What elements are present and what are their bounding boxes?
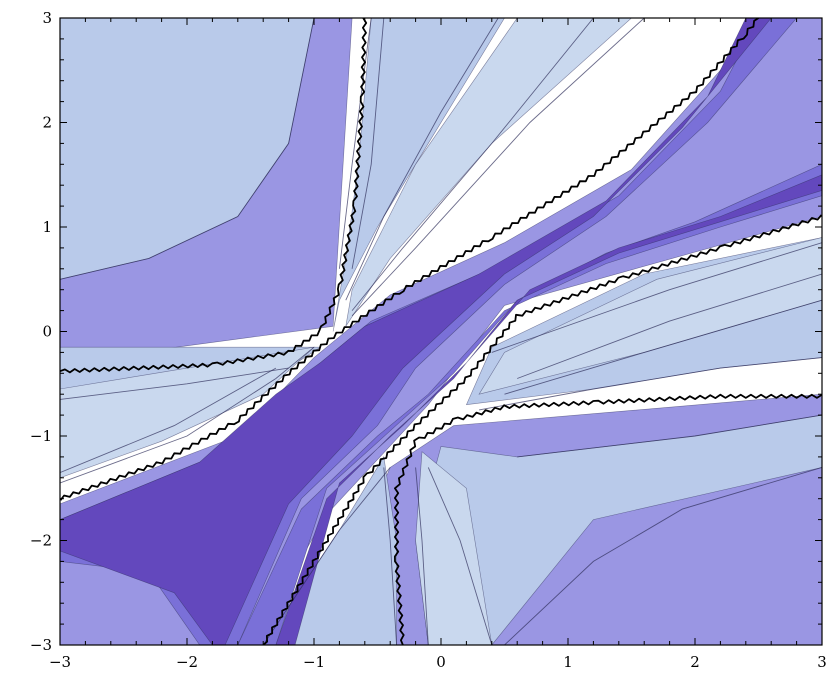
x-tick-label: 3 (817, 653, 827, 671)
contour-line-12 (517, 273, 822, 379)
y-tick-label: −3 (30, 636, 52, 654)
contour-line-8 (60, 346, 315, 484)
contour-line-16 (427, 467, 493, 645)
x-tick-label: 0 (436, 653, 446, 671)
contour-line-6 (351, 18, 594, 311)
contour-line-10 (479, 357, 822, 411)
contour-region-10 (415, 451, 493, 645)
zero-level-curve-2 (60, 18, 759, 501)
x-tick-label: 1 (563, 653, 573, 671)
contour-line-13 (491, 242, 822, 353)
zero-level-curve-1 (60, 18, 368, 374)
zero-level-curve-4 (393, 393, 822, 645)
x-tick-label: −2 (176, 653, 198, 671)
contour-region-5 (60, 346, 315, 479)
contour-line-4 (351, 18, 385, 269)
y-tick-label: −1 (30, 427, 52, 445)
contour-line-17 (415, 467, 429, 645)
contour-line-14 (504, 466, 822, 645)
y-tick-label: 0 (42, 323, 52, 341)
y-tick-label: 2 (42, 114, 52, 132)
x-tick-label: −3 (49, 653, 71, 671)
x-tick-label: −1 (303, 653, 325, 671)
contour-region-13 (60, 18, 772, 645)
contour-line-9 (60, 367, 277, 474)
contour-line-7 (351, 18, 645, 317)
y-tick-label: 1 (42, 218, 52, 236)
x-tick-label: 2 (690, 653, 700, 671)
y-tick-label: −2 (30, 532, 52, 550)
axes: −3 −2 −1 0 1 2 3 3 2 1 0 −1 −2 −3 (30, 9, 827, 671)
contour-line-11 (504, 299, 822, 395)
plot-area (60, 18, 822, 645)
zero-level-curve-3 (262, 214, 822, 645)
contour-line-1 (60, 18, 315, 280)
contour-line-3 (338, 18, 372, 269)
contour-line-18 (383, 467, 398, 645)
contour-line-15 (517, 414, 822, 458)
contour-line-5 (345, 18, 499, 301)
contour-line-19 (262, 467, 391, 645)
contour-line-2 (60, 367, 289, 400)
contour-region-6 (345, 18, 632, 327)
y-tick-label: 3 (42, 9, 52, 27)
contour-region-15 (275, 174, 822, 645)
